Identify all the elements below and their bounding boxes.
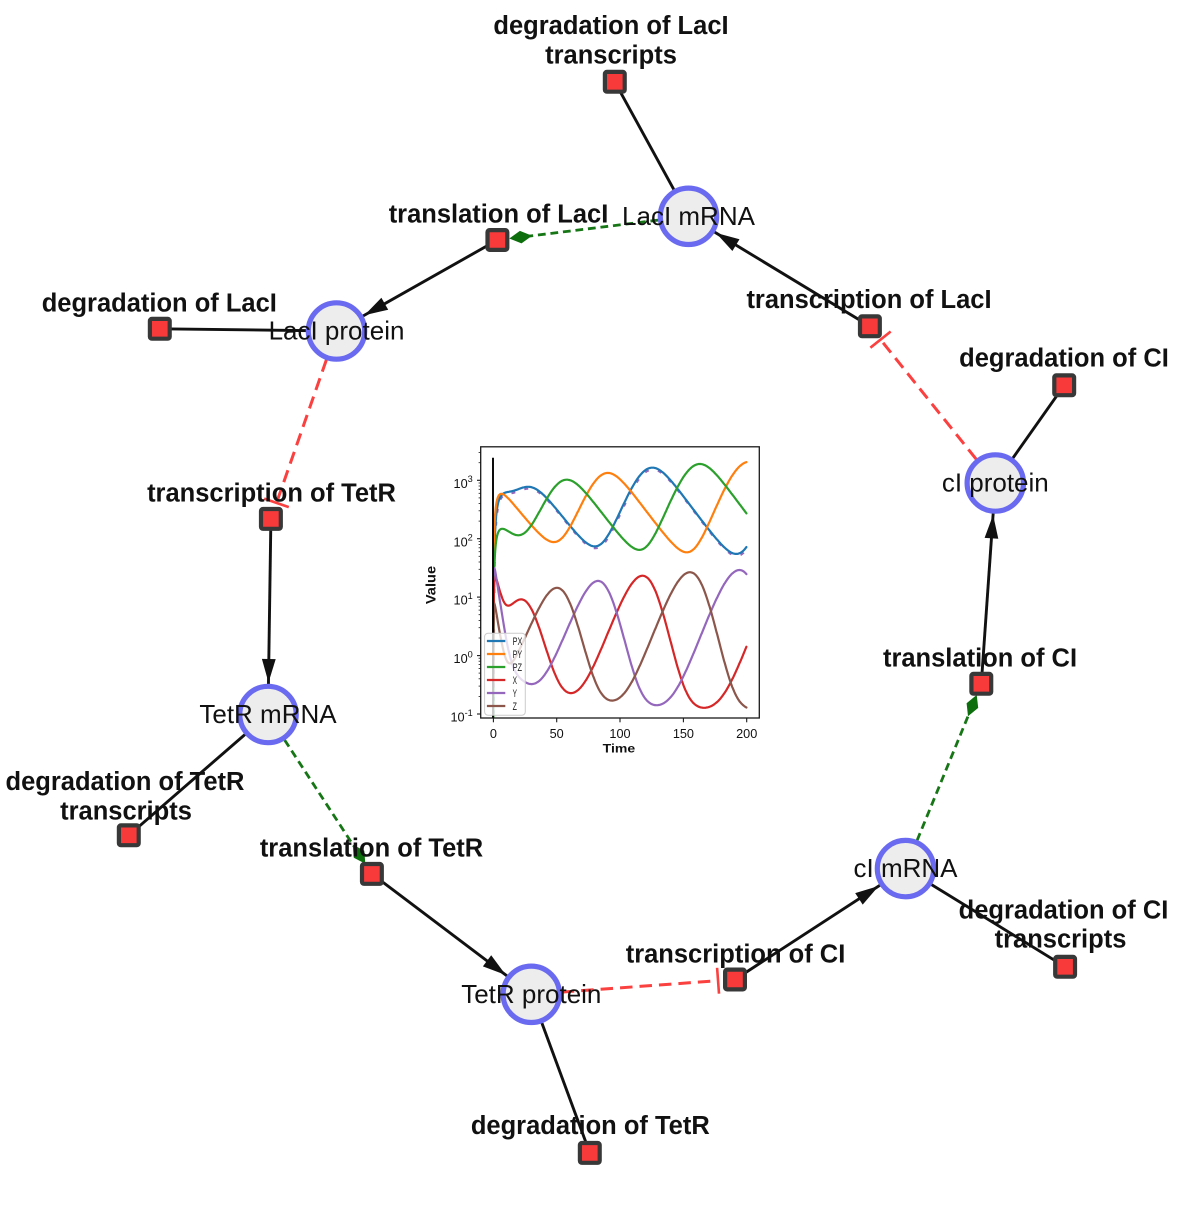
svg-text:TetR mRNA: TetR mRNA bbox=[199, 699, 337, 729]
svg-text:0: 0 bbox=[490, 727, 497, 741]
svg-text:degradation of LacI: degradation of LacI bbox=[493, 12, 728, 40]
svg-text:10-1: 10-1 bbox=[451, 708, 473, 725]
svg-text:translation of TetR: translation of TetR bbox=[260, 835, 483, 863]
svg-text:LacI mRNA: LacI mRNA bbox=[622, 201, 756, 231]
svg-text:transcripts: transcripts bbox=[60, 798, 192, 826]
svg-text:degradation of TetR: degradation of TetR bbox=[471, 1112, 710, 1140]
svg-text:TetR protein: TetR protein bbox=[461, 979, 601, 1009]
svg-text:degradation of TetR: degradation of TetR bbox=[6, 768, 245, 796]
svg-text:102: 102 bbox=[454, 533, 473, 550]
svg-text:Value: Value bbox=[424, 565, 439, 604]
svg-text:Y: Y bbox=[513, 688, 517, 700]
svg-text:cI mRNA: cI mRNA bbox=[854, 853, 959, 883]
svg-text:100: 100 bbox=[609, 727, 630, 741]
svg-text:transcripts: transcripts bbox=[545, 42, 677, 70]
svg-text:translation of LacI: translation of LacI bbox=[389, 201, 609, 229]
svg-text:transcription of TetR: transcription of TetR bbox=[147, 480, 396, 508]
svg-text:Z: Z bbox=[513, 701, 518, 713]
svg-text:degradation of CI: degradation of CI bbox=[959, 897, 1169, 925]
svg-text:transcripts: transcripts bbox=[995, 926, 1127, 954]
svg-text:degradation of CI: degradation of CI bbox=[959, 345, 1169, 373]
svg-text:Time: Time bbox=[603, 741, 636, 755]
svg-text:transcription of LacI: transcription of LacI bbox=[746, 286, 991, 314]
svg-text:translation of CI: translation of CI bbox=[883, 645, 1077, 673]
svg-text:103: 103 bbox=[454, 474, 473, 491]
svg-text:150: 150 bbox=[673, 727, 694, 741]
svg-text:100: 100 bbox=[454, 649, 473, 666]
svg-text:cI protein: cI protein bbox=[942, 468, 1049, 498]
svg-text:transcription of CI: transcription of CI bbox=[626, 941, 846, 969]
svg-text:degradation of LacI: degradation of LacI bbox=[42, 290, 277, 318]
svg-text:PZ: PZ bbox=[513, 662, 523, 674]
svg-text:200: 200 bbox=[736, 727, 757, 741]
svg-text:LacI protein: LacI protein bbox=[269, 316, 405, 346]
svg-text:101: 101 bbox=[454, 591, 473, 608]
svg-text:PX: PX bbox=[513, 636, 523, 648]
svg-text:X: X bbox=[513, 675, 517, 687]
svg-text:PY: PY bbox=[513, 649, 523, 661]
svg-text:50: 50 bbox=[550, 727, 564, 741]
